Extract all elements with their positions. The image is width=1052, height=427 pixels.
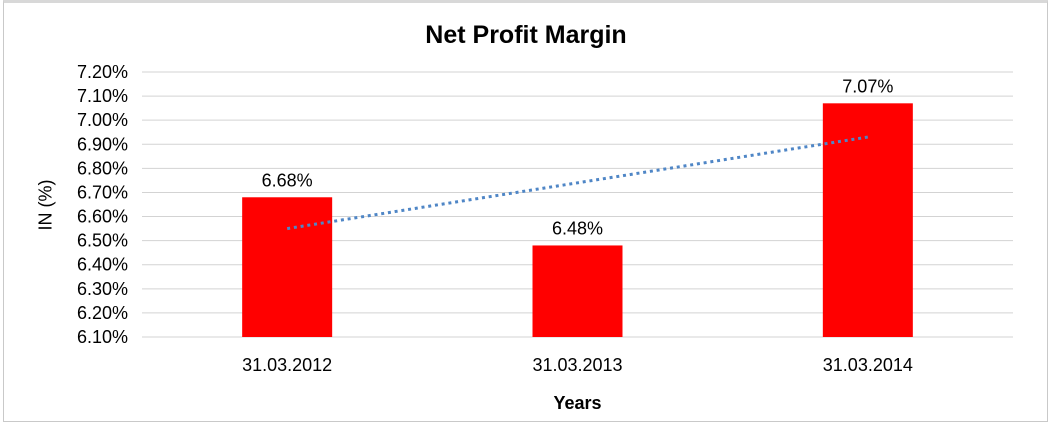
y-tick-label: 6.80% (77, 158, 128, 178)
y-tick-label: 6.50% (77, 231, 128, 251)
y-tick-label: 6.20% (77, 303, 128, 323)
trendline[interactable] (286, 135, 869, 231)
y-tick-label: 6.30% (77, 279, 128, 299)
data-label: 6.68% (262, 170, 313, 190)
y-tick-label: 6.60% (77, 207, 128, 227)
bar-31.03.2013[interactable] (532, 245, 623, 337)
y-tick-label: 7.10% (77, 86, 128, 106)
y-tick-label: 6.90% (77, 134, 128, 154)
y-tick-label: 7.00% (77, 110, 128, 130)
bar-31.03.2012[interactable] (242, 197, 333, 337)
x-category-label: 31.03.2014 (823, 355, 913, 375)
x-axis-title: Years (553, 393, 602, 413)
y-tick-label: 7.20% (77, 62, 128, 82)
data-label: 6.48% (552, 218, 603, 238)
data-label: 7.07% (842, 76, 893, 96)
y-tick-label: 6.40% (77, 255, 128, 275)
y-tick-label: 6.10% (77, 327, 128, 347)
x-category-label: 31.03.2012 (242, 355, 332, 375)
bar-31.03.2014[interactable] (822, 103, 913, 338)
y-tick-label: 6.70% (77, 182, 128, 202)
x-category-label: 31.03.2013 (532, 355, 622, 375)
chart-title: Net Profit Margin (425, 21, 627, 49)
